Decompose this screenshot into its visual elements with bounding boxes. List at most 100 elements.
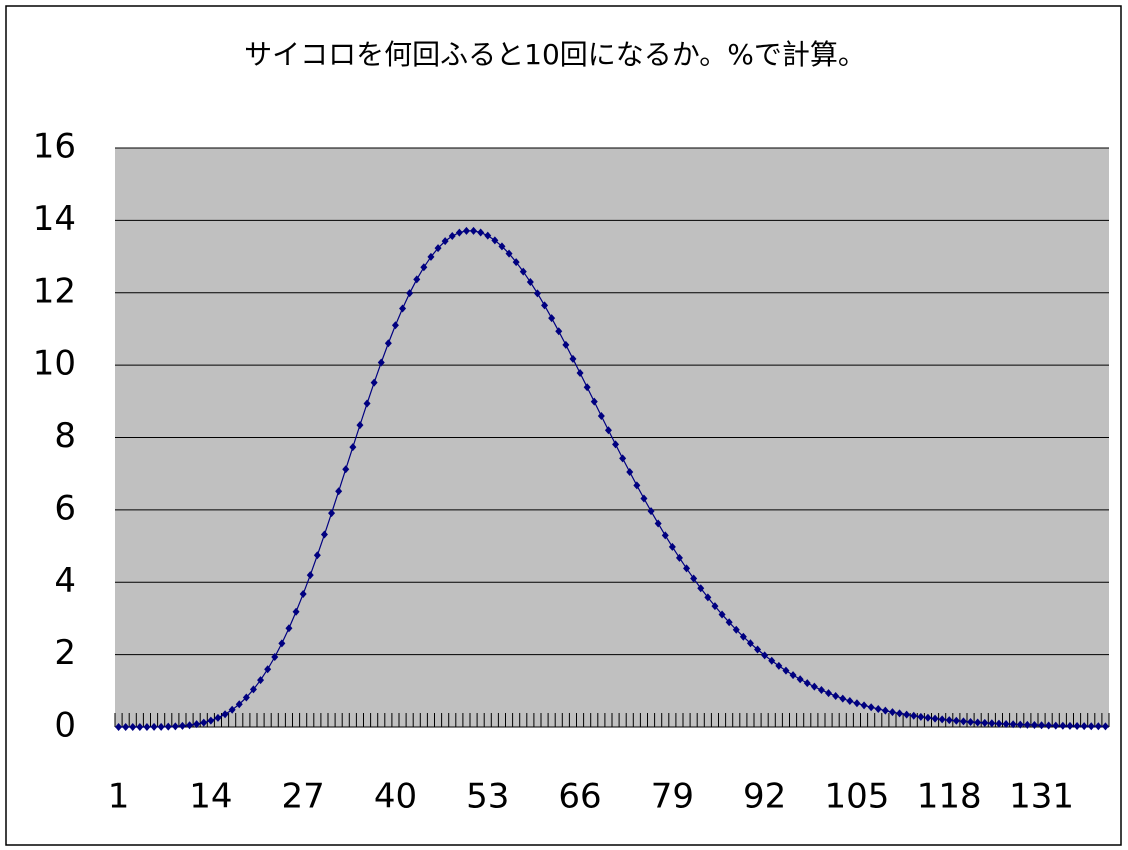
data-marker — [782, 666, 790, 675]
data-marker — [839, 694, 847, 703]
data-marker — [597, 412, 605, 421]
data-marker — [817, 686, 825, 695]
data-marker — [541, 301, 549, 310]
x-tick-label: 27 — [282, 777, 325, 817]
data-marker — [491, 236, 499, 245]
data-marker — [242, 693, 250, 702]
data-marker — [881, 706, 889, 715]
data-marker — [200, 718, 208, 727]
data-marker — [448, 231, 456, 240]
data-marker — [910, 711, 918, 720]
data-marker — [406, 289, 414, 298]
x-tick-label: 79 — [651, 777, 694, 817]
data-marker — [938, 715, 946, 724]
data-marker — [413, 275, 421, 284]
y-tick-label: 10 — [33, 344, 76, 384]
data-marker — [732, 625, 740, 634]
x-tick-label: 105 — [824, 777, 889, 817]
data-marker — [363, 399, 371, 408]
data-marker — [995, 719, 1003, 728]
data-marker — [533, 289, 541, 298]
y-tick-label: 2 — [54, 633, 76, 673]
data-marker — [1009, 720, 1017, 729]
data-marker — [285, 624, 293, 633]
x-tick-label: 1 — [108, 777, 130, 817]
data-marker — [555, 327, 563, 336]
data-marker — [803, 679, 811, 688]
data-marker — [754, 645, 762, 654]
data-marker — [583, 383, 591, 392]
data-marker — [860, 701, 868, 710]
data-marker — [1059, 721, 1067, 730]
data-marker — [1073, 721, 1081, 730]
data-marker — [612, 440, 620, 449]
data-marker — [186, 721, 194, 730]
data-marker — [150, 722, 158, 731]
data-marker — [548, 314, 556, 323]
data-marker — [441, 237, 449, 246]
x-tick-label: 40 — [374, 777, 417, 817]
data-marker — [569, 354, 577, 363]
data-marker — [562, 340, 570, 349]
data-marker — [1030, 721, 1038, 730]
data-marker — [235, 700, 243, 709]
data-marker — [974, 718, 982, 727]
y-tick-label: 8 — [54, 416, 76, 456]
data-marker — [384, 339, 392, 348]
data-marker — [320, 530, 328, 539]
data-marker — [1101, 722, 1109, 731]
data-marker — [789, 671, 797, 680]
x-tick-label: 131 — [1009, 777, 1074, 817]
data-marker — [519, 267, 527, 276]
data-marker — [604, 426, 612, 435]
data-marker — [377, 358, 385, 367]
data-marker — [257, 676, 265, 685]
data-marker — [306, 571, 314, 580]
data-marker — [931, 714, 939, 723]
data-marker — [967, 717, 975, 726]
data-marker — [746, 639, 754, 648]
x-tick-label: 14 — [189, 777, 232, 817]
data-marker — [796, 675, 804, 684]
y-tick-label: 6 — [54, 488, 76, 528]
data-marker — [874, 704, 882, 713]
data-marker — [739, 632, 747, 641]
data-marker — [903, 710, 911, 719]
data-marker — [725, 618, 733, 627]
data-marker — [214, 713, 222, 722]
data-marker — [626, 468, 634, 477]
data-marker — [505, 249, 513, 258]
data-marker — [228, 705, 236, 714]
data-marker — [512, 258, 520, 267]
data-marker — [292, 607, 300, 616]
data-marker — [178, 721, 186, 730]
data-marker — [349, 443, 357, 452]
data-marker — [697, 584, 705, 593]
data-marker — [1052, 721, 1060, 730]
data-marker — [867, 703, 875, 712]
data-marker — [775, 661, 783, 670]
data-marker — [484, 231, 492, 240]
data-marker — [704, 593, 712, 602]
data-marker — [683, 564, 691, 573]
chart-title: サイコロを何回ふると10回になるか。%で計算。 — [244, 38, 866, 71]
data-marker — [328, 509, 336, 518]
data-marker — [1023, 720, 1031, 729]
data-marker — [477, 228, 485, 237]
data-marker — [825, 689, 833, 698]
data-marker — [1080, 722, 1088, 731]
data-marker — [846, 697, 854, 706]
data-marker — [832, 691, 840, 700]
data-marker — [221, 710, 229, 719]
data-marker — [761, 651, 769, 660]
data-marker — [470, 226, 478, 235]
data-marker — [278, 639, 286, 648]
data-marker — [370, 378, 378, 387]
data-marker — [207, 716, 215, 725]
data-marker — [356, 421, 364, 430]
y-tick-label: 12 — [33, 271, 76, 311]
data-marker — [427, 252, 435, 261]
data-marker — [129, 722, 137, 731]
data-marker — [164, 722, 172, 731]
